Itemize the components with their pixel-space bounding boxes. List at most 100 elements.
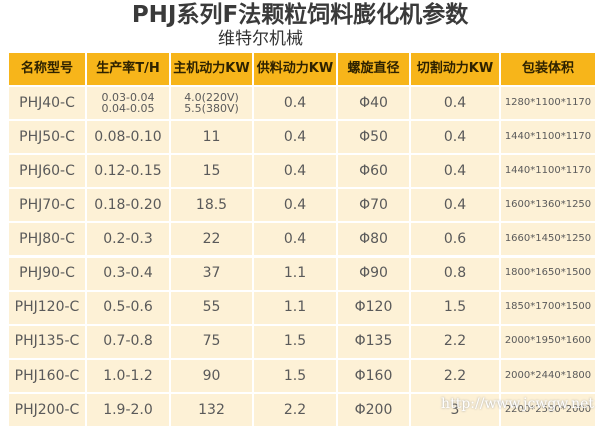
table-cell: Φ120: [337, 290, 410, 325]
cell-text: 2200*2500*2000: [504, 403, 592, 415]
table-cell: PHJ40-C: [8, 86, 86, 121]
header-cell: 螺旋直径: [337, 52, 410, 86]
cell-text: 0.4: [443, 197, 467, 213]
table-cell: PHJ200-C: [8, 392, 86, 427]
cell-text: 1280*1100*1170: [504, 96, 592, 108]
cell-text: 0.5-0.6: [103, 299, 153, 316]
table-cell: 1660*1450*1250: [500, 222, 596, 257]
cell-text: 15: [202, 162, 221, 179]
table-cell: 1600*1360*1250: [500, 188, 596, 223]
cell-text: 名称型号: [20, 61, 73, 77]
cell-text: 0.08-0.10: [94, 128, 162, 145]
cell-text: PHJ40-C: [19, 94, 75, 111]
table-cell: PHJ160-C: [8, 358, 86, 393]
cell-text: 1800*1650*1500: [504, 267, 592, 279]
cell-text: Φ160: [354, 367, 393, 384]
table-cell: 1.5: [253, 324, 337, 359]
title: PHJ系列F法颗粒饲料膨化机参数: [131, 2, 469, 28]
table-cell: 0.4: [253, 188, 337, 223]
table-cell: 0.4: [253, 86, 337, 121]
cell-text: 3: [450, 401, 460, 418]
cell-text: 0.18-0.20: [94, 197, 162, 213]
cell-text: 0.4: [443, 162, 467, 179]
cell-text: Φ40: [359, 94, 388, 111]
table-cell: 55: [170, 290, 253, 325]
cell-text: 37: [202, 265, 221, 282]
cell-text: 0.2-0.3: [103, 231, 153, 248]
cell-text: PHJ135-C: [14, 333, 80, 350]
cell-text: 90: [202, 367, 221, 384]
table-cell: 2000*1950*1600: [500, 324, 596, 359]
subtitle: 维特尔机械: [218, 29, 303, 49]
header-cell: 名称型号: [8, 52, 86, 86]
table-cell: Φ80: [337, 222, 410, 257]
cell-text: 0.8: [443, 265, 467, 282]
table-cell: 2200*2500*2000: [500, 392, 596, 427]
table-cell: PHJ70-C: [8, 188, 86, 223]
cell-text: PHJ60-C: [19, 162, 75, 179]
cell-text: PHJ120-C: [14, 299, 80, 316]
cell-text: 0.12-0.15: [94, 162, 162, 179]
cell-text: 螺旋直径: [347, 61, 400, 77]
cell-text: 1600*1360*1250: [504, 199, 592, 211]
table-cell: Φ160: [337, 358, 410, 393]
cell-text: 1.1: [283, 299, 307, 316]
cell-text: 4.0(220V): [184, 90, 239, 104]
cell-text: 11: [202, 128, 221, 145]
table-cell: Φ200: [337, 392, 410, 427]
cell-text: 0.4: [283, 197, 307, 213]
table-cell: 0.4: [253, 154, 337, 189]
cell-text: 1.0-1.2: [103, 367, 153, 384]
cell-text: 1850*1700*1500: [504, 301, 592, 313]
table-cell: PHJ90-C: [8, 256, 86, 291]
table-cell: 132: [170, 392, 253, 427]
cell-text: 2000*1950*1600: [504, 335, 592, 347]
table-cell: PHJ120-C: [8, 290, 86, 325]
table-cell: 2000*2440*1800: [500, 358, 596, 393]
cell-text: 55: [202, 299, 221, 316]
table-cell: 18.5: [170, 188, 253, 223]
watermark: http://www.jcwgw.net: [441, 396, 594, 412]
cell-text: 主机动力KW: [173, 61, 250, 77]
table-cell: 0.4: [410, 188, 500, 223]
table-cell: PHJ80-C: [8, 222, 86, 257]
table-cell: 1440*1100*1170: [500, 154, 596, 189]
table-cell: PHJ60-C: [8, 154, 86, 189]
table-cell: 0.5-0.6: [86, 290, 170, 325]
cell-text: 1.1: [283, 265, 307, 282]
cell-text: 1660*1450*1250: [504, 233, 592, 245]
table-cell: 0.4: [410, 120, 500, 155]
cell-text: 18.5: [195, 197, 228, 213]
table-cell: 1440*1100*1170: [500, 120, 596, 155]
cell-text: 0.6: [443, 231, 467, 248]
table-cell: 1800*1650*1500: [500, 256, 596, 291]
table-cell: 22: [170, 222, 253, 257]
table-cell: 0.4: [253, 120, 337, 155]
cell-text: 1.5: [443, 299, 467, 316]
table-cell: Φ70: [337, 188, 410, 223]
cell-text: Φ70: [359, 197, 388, 213]
cell-text: 0.4: [443, 94, 467, 111]
header-cell: 主机动力KW: [170, 52, 253, 86]
cell-text: PHJ90-C: [19, 265, 75, 282]
table-cell: 0.7-0.8: [86, 324, 170, 359]
table-cell: 0.4: [410, 154, 500, 189]
table-cell: 75: [170, 324, 253, 359]
table-cell: 90: [170, 358, 253, 393]
cell-text: 22: [202, 231, 221, 248]
table-cell: 1.1: [253, 256, 337, 291]
cell-text: PHJ160-C: [14, 367, 80, 384]
table-cell: 0.4: [253, 222, 337, 257]
table-cell: Φ40: [337, 86, 410, 121]
cell-text: 0.3-0.4: [103, 265, 153, 282]
cell-text: 5.5(380V): [184, 102, 239, 116]
cell-text: 0.03-0.04: [101, 90, 155, 104]
header-cell: 供料动力KW: [253, 52, 337, 86]
cell-text: 2000*2440*1800: [504, 369, 592, 381]
table-cell: 1.0-1.2: [86, 358, 170, 393]
table: 名称型号 生产率T/H 主机动力KW 供料动力KW 螺旋直径 切割动力KW 包装体积 PHJ4…: [8, 52, 596, 427]
table-cell: Φ50: [337, 120, 410, 155]
table-cell: 0.8: [410, 256, 500, 291]
cell-text: 供料动力KW: [256, 61, 334, 77]
cell-text: 0.4: [283, 94, 307, 111]
